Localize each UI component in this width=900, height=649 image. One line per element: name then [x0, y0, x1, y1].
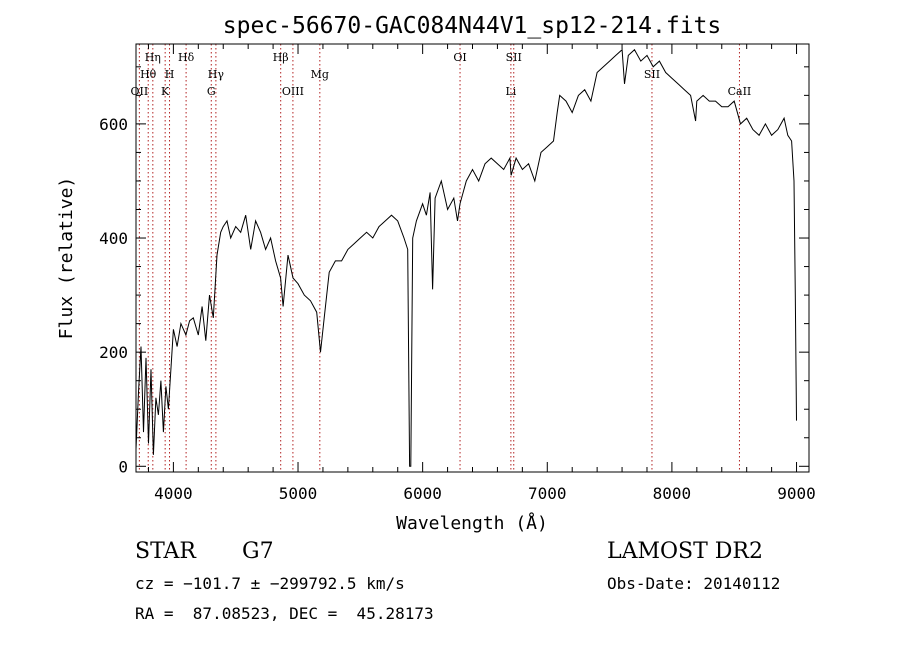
spectral-line-label: Hθ: [140, 68, 157, 81]
plot-frame: [135, 43, 810, 473]
y-axis-label: Flux (relative): [56, 177, 77, 340]
axis-ticks: 4000 5000 6000 7000 8000 9000 0 200 400 600: [99, 44, 816, 503]
x-tick-label: 4000: [154, 484, 193, 503]
y-tick-label: 600: [99, 115, 128, 134]
spectral-line-label: K: [161, 85, 170, 98]
spectral-line-label: G: [207, 85, 216, 98]
coordinates-readout: RA = 87.08523, DEC = 45.28173: [135, 604, 434, 623]
y-tick-label: 400: [99, 229, 128, 248]
spectral-line-label: H: [165, 68, 175, 81]
spectral-line-label: SII: [506, 51, 522, 64]
object-class: STAR: [135, 539, 196, 564]
spectral-line-label: Mg: [311, 68, 329, 81]
spectral-line-label: OII: [131, 85, 149, 98]
x-axis-label: Wavelength (Å): [396, 512, 548, 534]
spectral-line-label: OI: [453, 51, 466, 64]
object-subclass: G7: [242, 539, 274, 564]
x-tick-label: 7000: [528, 484, 567, 503]
spectral-line-label: Li: [505, 85, 516, 98]
spectral-line-label: Hη: [145, 51, 161, 64]
x-tick-label: 6000: [403, 484, 442, 503]
spectrum-series: [135, 48, 797, 467]
x-tick-label: 5000: [279, 484, 318, 503]
velocity-readout: cz = −101.7 ± −299792.5 km/s: [135, 574, 405, 593]
spectral-line-label: Hδ: [178, 51, 195, 64]
chart-title: spec-56670-GAC084N44V1_sp12-214.fits: [223, 13, 722, 39]
survey-name: LAMOST DR2: [607, 539, 763, 564]
spectral-line-label: CaII: [728, 85, 752, 98]
spectral-line-label: Hβ: [273, 51, 289, 64]
observation-date: Obs-Date: 20140112: [607, 574, 781, 593]
spectrum-line: [135, 48, 797, 467]
spectral-line-label: Hγ: [208, 68, 225, 81]
x-tick-label: 9000: [777, 484, 816, 503]
y-tick-label: 200: [99, 343, 128, 362]
y-tick-label: 0: [118, 457, 128, 476]
x-tick-label: 8000: [653, 484, 692, 503]
spectral-line-label: OIII: [282, 85, 304, 98]
spectral-line-label: SII: [644, 68, 660, 81]
